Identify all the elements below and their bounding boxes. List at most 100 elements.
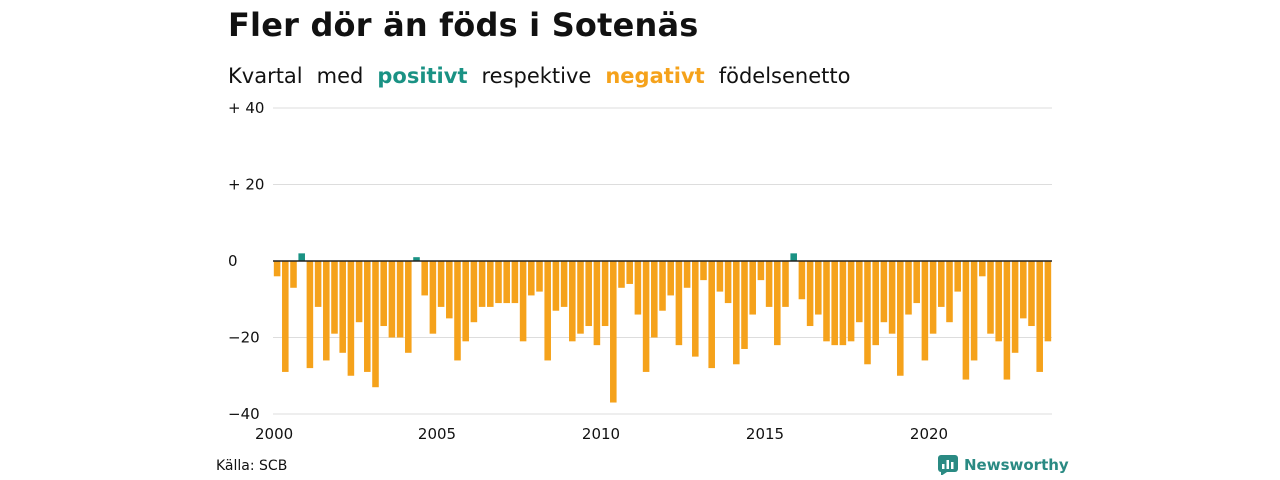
bar-negative: [1020, 261, 1027, 319]
bar-negative: [347, 261, 355, 376]
bar-negative: [946, 261, 953, 323]
y-tick-label: + 20: [228, 176, 264, 194]
bar-negative: [839, 261, 847, 346]
bar-negative: [782, 261, 789, 307]
bar-negative: [659, 261, 666, 311]
chart-subtitle: Kvartal med positivt respektive negativt föde…: [228, 64, 864, 88]
bar-negative: [1028, 261, 1035, 327]
bar-negative: [323, 261, 330, 361]
bar-negative: [273, 261, 281, 277]
bar-negative: [560, 261, 568, 307]
bar-negative: [306, 261, 314, 369]
y-tick-label: 0: [228, 252, 238, 270]
bar-negative: [1011, 261, 1019, 353]
bar-negative: [749, 261, 756, 315]
bar-negative: [446, 261, 453, 319]
subtitle-negative-label: negativt: [605, 64, 705, 88]
bar-negative: [675, 261, 683, 346]
bar-positive: [413, 257, 420, 261]
x-tick-label: 2015: [746, 425, 784, 443]
bar-negative: [585, 261, 592, 327]
bar-negative: [872, 261, 879, 346]
bar-negative: [888, 261, 896, 334]
bar-negative: [421, 261, 428, 296]
bar-negative: [987, 261, 994, 334]
bar-negative: [380, 261, 387, 327]
bar-negative: [470, 261, 478, 323]
bar-chart-logo-icon: [938, 455, 958, 475]
bar-negative: [487, 261, 494, 307]
bar-negative: [314, 261, 322, 307]
bar-negative: [651, 261, 658, 338]
bar-negative: [290, 261, 297, 288]
bar-negative: [1003, 261, 1011, 380]
bar-negative: [864, 261, 871, 365]
bar-negative: [700, 261, 707, 281]
bar-negative: [995, 261, 1002, 342]
brand-name: Newsworthy: [964, 456, 1069, 474]
x-tick-label: 2010: [582, 425, 620, 443]
bar-negative: [364, 261, 371, 372]
subtitle-word-with: med: [316, 64, 364, 88]
bar-negative: [831, 261, 838, 346]
bar-negative: [847, 261, 855, 342]
bar-negative: [372, 261, 379, 388]
bar-negative: [388, 261, 396, 338]
bar-negative: [741, 261, 748, 349]
bar-negative: [478, 261, 486, 307]
bar-negative: [429, 261, 437, 334]
bar-negative: [938, 261, 945, 307]
bar-negative: [798, 261, 806, 300]
bar-negative: [462, 261, 469, 342]
bar-negative: [593, 261, 601, 346]
subtitle-word-respectively: respektive: [481, 64, 592, 88]
bar-negative: [897, 261, 904, 376]
bar-negative: [511, 261, 519, 304]
bar-negative: [929, 261, 937, 334]
y-tick-label: + 40: [228, 99, 264, 117]
bar-negative: [552, 261, 560, 311]
bar-negative: [519, 261, 527, 342]
chart-title: Fler dör än föds i Sotenäs: [228, 6, 699, 44]
bar-negative: [339, 261, 346, 353]
axes: + 40 + 20 0 −20 −40 2000 2005 2010 2015 2020: [228, 99, 1052, 443]
bar-negative: [405, 261, 412, 353]
x-tick-label: 2020: [910, 425, 948, 443]
bar-negative: [905, 261, 912, 315]
subtitle-positive-label: positivt: [377, 64, 468, 88]
bar-negative: [454, 261, 461, 361]
bar-negative: [708, 261, 715, 369]
bar-negative: [962, 261, 970, 380]
bar-negative: [765, 261, 773, 307]
bar-negative: [913, 261, 920, 304]
bar-negative: [880, 261, 888, 323]
brand-logo: Newsworthy: [938, 455, 1069, 475]
bar-negative: [642, 261, 650, 372]
bar-negative: [970, 261, 978, 361]
bar-negative: [856, 261, 863, 323]
bar-negative: [355, 261, 363, 323]
bar-negative: [528, 261, 535, 296]
bar-negative: [396, 261, 404, 338]
y-tick-label: −20: [228, 329, 260, 347]
bar-negative: [921, 261, 929, 361]
bar-negative: [495, 261, 502, 304]
bar-negative: [733, 261, 740, 365]
bar-negative: [774, 261, 781, 346]
x-tick-label: 2005: [418, 425, 456, 443]
subtitle-word-quarter: Kvartal: [228, 64, 303, 88]
bars: [273, 253, 1052, 403]
bar-negative: [437, 261, 445, 307]
bar-negative: [757, 261, 765, 281]
bar-negative: [601, 261, 609, 327]
bar-negative: [692, 261, 699, 357]
bar-negative: [1036, 261, 1043, 372]
bar-negative: [634, 261, 642, 315]
bar-negative: [618, 261, 625, 288]
bar-negative: [536, 261, 543, 292]
source-note: Källa: SCB: [216, 458, 288, 474]
bar-negative: [815, 261, 822, 315]
bar-negative: [716, 261, 724, 292]
y-tick-label: −40: [228, 405, 260, 423]
